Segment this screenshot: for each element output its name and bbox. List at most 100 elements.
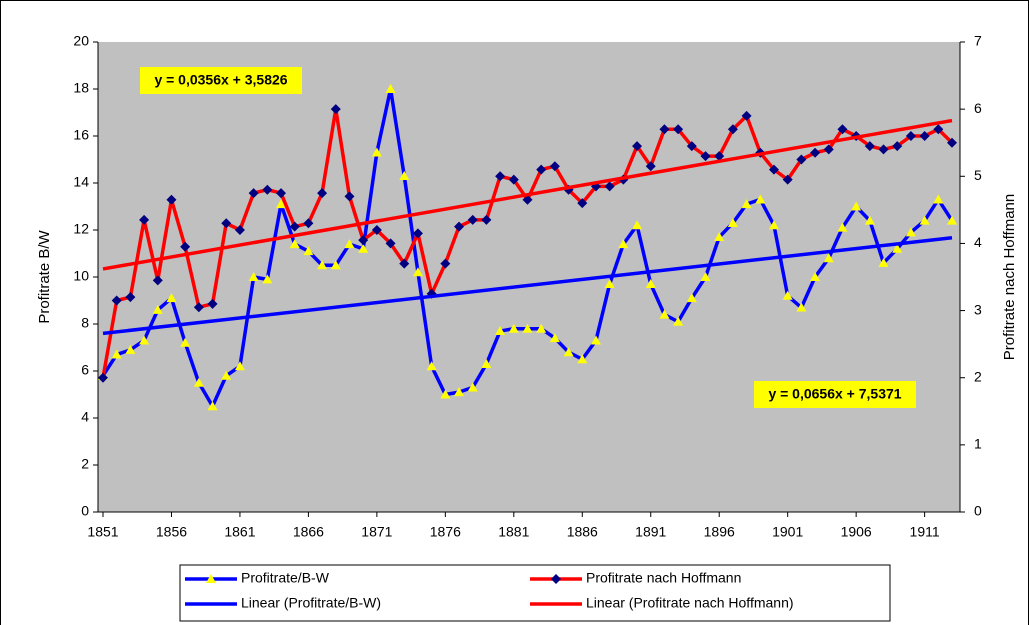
trend-line bbox=[102, 118, 953, 271]
marker bbox=[125, 344, 136, 354]
marker bbox=[645, 279, 656, 289]
y-tick-label: 4 bbox=[81, 409, 89, 425]
marker bbox=[152, 304, 163, 314]
marker bbox=[645, 161, 656, 172]
marker bbox=[303, 246, 314, 256]
marker bbox=[536, 323, 547, 333]
x-tick-label: 1901 bbox=[772, 524, 803, 540]
marker bbox=[522, 194, 533, 205]
marker bbox=[248, 188, 259, 199]
marker bbox=[508, 174, 519, 185]
marker bbox=[810, 272, 821, 281]
y2-tick-label: 0 bbox=[974, 503, 982, 519]
marker bbox=[714, 232, 725, 242]
y-tick-label: 2 bbox=[81, 456, 89, 472]
marker bbox=[947, 137, 957, 148]
marker bbox=[947, 215, 957, 225]
marker bbox=[111, 295, 122, 306]
marker bbox=[727, 124, 738, 135]
marker bbox=[618, 239, 629, 249]
marker bbox=[111, 349, 122, 359]
y2-tick-label: 4 bbox=[974, 234, 982, 250]
marker bbox=[234, 225, 245, 235]
marker bbox=[330, 260, 341, 270]
y-tick-label: 14 bbox=[73, 174, 89, 190]
marker bbox=[508, 323, 519, 333]
marker bbox=[741, 199, 752, 209]
marker bbox=[851, 201, 862, 211]
x-tick-label: 1851 bbox=[87, 524, 118, 540]
y2-tick-label: 1 bbox=[974, 436, 982, 452]
marker bbox=[577, 354, 588, 364]
marker bbox=[358, 243, 369, 253]
marker bbox=[385, 238, 396, 249]
marker bbox=[551, 574, 561, 584]
y-tick-label: 0 bbox=[81, 503, 89, 519]
marker bbox=[563, 347, 574, 357]
marker bbox=[139, 214, 150, 225]
marker bbox=[495, 326, 506, 336]
marker bbox=[358, 235, 369, 246]
marker bbox=[686, 141, 697, 152]
x-tick-label: 1891 bbox=[635, 524, 666, 540]
marker bbox=[481, 358, 492, 368]
marker bbox=[426, 361, 437, 371]
marker bbox=[330, 104, 341, 115]
marker bbox=[276, 199, 287, 209]
marker bbox=[673, 124, 684, 135]
marker bbox=[412, 267, 423, 277]
y-tick-label: 6 bbox=[81, 362, 89, 378]
marker bbox=[166, 293, 177, 303]
marker bbox=[604, 181, 615, 192]
marker bbox=[919, 131, 930, 141]
marker bbox=[262, 274, 273, 284]
x-tick-label: 1871 bbox=[361, 524, 392, 540]
x-tick-label: 1911 bbox=[910, 524, 940, 540]
marker bbox=[206, 574, 216, 583]
marker bbox=[659, 124, 670, 135]
marker bbox=[98, 372, 108, 383]
marker bbox=[864, 141, 875, 152]
marker bbox=[399, 170, 410, 180]
y-axis-title: Profitrate B/W bbox=[36, 229, 53, 323]
marker bbox=[454, 387, 465, 397]
marker bbox=[454, 221, 465, 232]
marker bbox=[782, 174, 793, 185]
marker bbox=[768, 164, 779, 175]
marker bbox=[371, 147, 382, 157]
marker bbox=[166, 194, 177, 205]
marker bbox=[344, 239, 355, 249]
marker bbox=[221, 370, 232, 380]
marker bbox=[632, 220, 643, 230]
marker bbox=[590, 335, 601, 345]
marker bbox=[549, 333, 560, 343]
marker bbox=[659, 309, 670, 319]
annotation-box bbox=[754, 381, 916, 408]
x-tick-label: 1856 bbox=[156, 524, 187, 540]
marker bbox=[289, 239, 300, 249]
legend-label: Profitrate nach Hoffmann bbox=[586, 570, 741, 586]
annotation-box bbox=[140, 67, 302, 94]
marker bbox=[782, 290, 793, 300]
marker bbox=[768, 220, 779, 230]
y2-axis-title: Profitrate nach Hoffmann bbox=[1001, 194, 1018, 360]
y-tick-label: 16 bbox=[73, 127, 89, 143]
marker bbox=[248, 272, 259, 281]
marker bbox=[139, 335, 150, 345]
marker bbox=[892, 141, 903, 152]
y-tick-label: 12 bbox=[73, 221, 89, 237]
marker bbox=[467, 214, 478, 225]
marker bbox=[919, 215, 930, 225]
marker bbox=[837, 222, 848, 232]
legend-label: Profitrate/B-W bbox=[241, 570, 330, 586]
legend bbox=[179, 564, 891, 622]
y2-tick-label: 7 bbox=[974, 33, 982, 49]
marker bbox=[604, 279, 615, 289]
marker bbox=[385, 84, 396, 93]
legend-label: Linear (Profitrate/B-W) bbox=[241, 595, 381, 611]
marker bbox=[412, 228, 423, 239]
marker bbox=[152, 275, 163, 286]
annotation: y = 0,0356x + 3,5826 bbox=[154, 72, 287, 88]
x-tick-label: 1906 bbox=[841, 524, 872, 540]
